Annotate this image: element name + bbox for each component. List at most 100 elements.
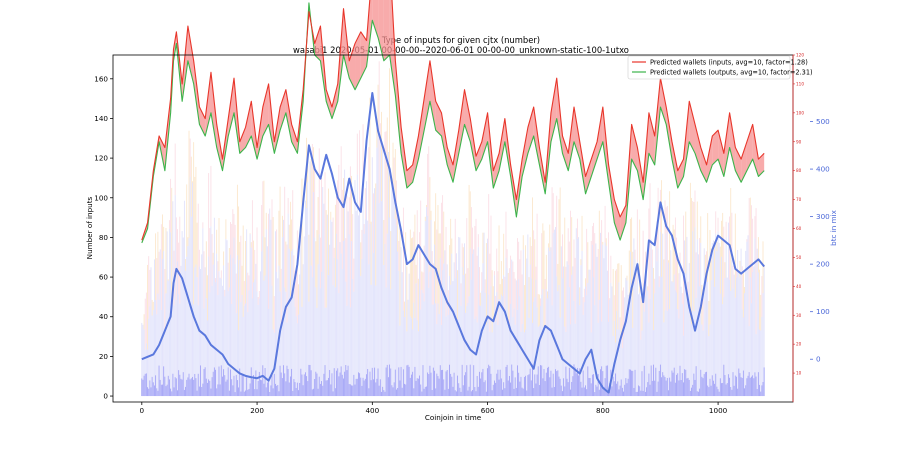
bar-upper — [734, 213, 736, 298]
bar-lower — [567, 382, 569, 397]
bar-middle — [608, 321, 609, 397]
bar-lower — [315, 371, 317, 397]
bar-middle — [523, 332, 525, 397]
bar-lower — [488, 364, 490, 397]
bar-lower — [337, 368, 339, 397]
bar-lower — [693, 373, 695, 397]
bar-upper — [479, 267, 480, 306]
bar-upper — [424, 216, 426, 221]
bar-lower — [266, 382, 268, 397]
bar-lower — [149, 380, 151, 397]
bar-lower — [279, 365, 281, 397]
bar-lower — [691, 387, 692, 397]
bar-middle — [142, 324, 144, 397]
bar-upper — [241, 265, 243, 296]
bar-middle — [245, 303, 246, 397]
bar-upper — [748, 198, 750, 327]
fill-segment — [441, 112, 448, 165]
bar-lower — [360, 377, 362, 397]
bar-upper — [168, 220, 170, 229]
bar-lower — [601, 366, 603, 397]
bar-middle — [377, 133, 379, 397]
legend-entry-outputs: Predicted wallets (outputs, avg=10, fact… — [650, 69, 813, 77]
bar-upper — [439, 233, 441, 259]
bar-middle — [534, 297, 536, 397]
bar-upper — [404, 301, 405, 318]
bar-middle — [495, 321, 497, 397]
bar-upper — [316, 230, 318, 308]
bar-upper — [664, 200, 666, 311]
bar-middle — [605, 245, 607, 397]
bar-middle — [497, 325, 499, 397]
bar-upper — [752, 218, 754, 273]
bar-lower — [220, 365, 222, 397]
bar-lower — [537, 366, 539, 397]
bar-middle — [339, 242, 341, 397]
bar-upper — [559, 187, 561, 318]
bar-middle — [480, 305, 482, 397]
bar-middle — [733, 274, 735, 397]
bar-middle — [400, 247, 402, 397]
fill-segment — [372, 0, 379, 38]
bar-upper — [245, 240, 246, 304]
bar-middle — [585, 286, 586, 397]
bar-upper — [251, 200, 253, 299]
bar-lower — [430, 372, 432, 397]
bar-upper — [390, 231, 392, 290]
bar-lower — [332, 391, 334, 397]
bar-upper — [651, 249, 653, 268]
bar-middle — [303, 236, 305, 397]
bar-middle — [683, 335, 684, 397]
bar-upper — [194, 176, 196, 268]
bar-middle — [481, 290, 483, 397]
bar-lower — [685, 369, 687, 397]
bar-middle — [661, 276, 663, 397]
bar-lower — [193, 379, 195, 397]
bar-middle — [635, 284, 637, 397]
bar-middle — [381, 201, 382, 397]
bar-middle — [744, 293, 745, 397]
bar-lower — [469, 364, 471, 397]
bar-middle — [738, 271, 740, 397]
bar-lower — [383, 390, 385, 397]
bar-upper — [484, 279, 486, 294]
bar-lower — [201, 386, 203, 397]
bar-upper — [496, 248, 498, 293]
bar-upper — [608, 232, 609, 322]
bar-lower — [570, 389, 571, 397]
bar-lower — [357, 372, 359, 397]
bar-upper — [730, 188, 732, 291]
bar-lower — [695, 366, 697, 397]
bar-middle — [352, 278, 354, 397]
bar-upper — [450, 218, 452, 285]
bar-upper — [476, 255, 478, 323]
bar-middle — [582, 314, 584, 397]
bar-middle — [672, 282, 674, 397]
bar-middle — [587, 282, 589, 397]
bar-lower — [658, 370, 660, 397]
bar-upper — [742, 271, 744, 318]
bar-middle — [179, 303, 181, 397]
bar-middle — [439, 258, 441, 397]
bar-middle — [748, 326, 750, 397]
bar-lower — [738, 368, 740, 397]
bar-lower — [283, 365, 284, 397]
bar-lower — [443, 379, 445, 397]
bar-middle — [589, 269, 591, 397]
bar-upper — [590, 240, 592, 333]
bar-lower — [367, 369, 369, 397]
bar-upper — [513, 272, 515, 309]
bar-lower — [619, 385, 621, 397]
bar-middle — [239, 259, 241, 397]
bar-upper — [384, 131, 386, 244]
bar-upper — [278, 210, 280, 266]
fill-segment — [712, 130, 719, 165]
bar-middle — [236, 255, 238, 397]
y-tick-label: 0 — [103, 392, 108, 401]
bar-middle — [298, 314, 299, 397]
bar-upper — [149, 269, 151, 307]
bar-upper — [696, 201, 698, 240]
bar-middle — [602, 244, 604, 397]
bar-upper — [202, 222, 204, 229]
bar-lower — [298, 390, 299, 397]
